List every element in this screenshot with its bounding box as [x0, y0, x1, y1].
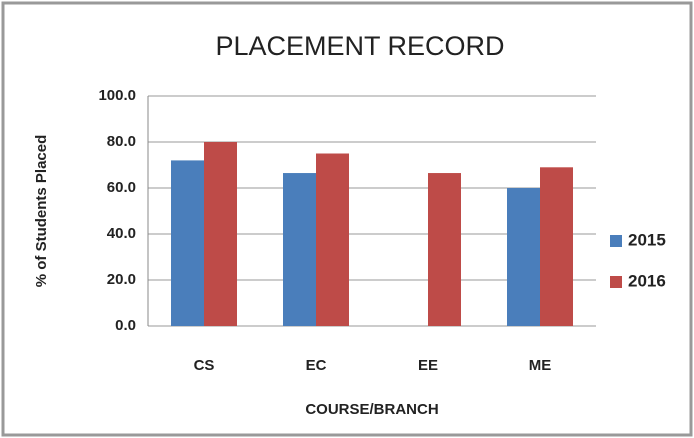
bar	[171, 160, 204, 326]
x-axis-label: COURSE/BRANCH	[305, 401, 438, 418]
chart-title: PLACEMENT RECORD	[215, 31, 504, 61]
x-tick-label: EE	[418, 357, 438, 374]
bar	[316, 153, 349, 326]
bar	[507, 188, 540, 326]
legend-label: 2016	[628, 271, 666, 290]
y-tick-label: 40.0	[107, 225, 136, 242]
x-tick-label: CS	[194, 357, 215, 374]
bar	[204, 142, 237, 326]
legend-swatch	[610, 235, 622, 247]
y-axis-label: % of Students Placed	[33, 135, 50, 288]
y-tick-label: 20.0	[107, 271, 136, 288]
bar	[428, 173, 461, 326]
x-tick-label: ME	[529, 357, 552, 374]
legend-label: 2015	[628, 230, 666, 249]
y-tick-label: 100.0	[98, 87, 136, 104]
x-tick-label: EC	[306, 357, 327, 374]
y-tick-label: 60.0	[107, 179, 136, 196]
bar	[283, 173, 316, 326]
bar	[540, 167, 573, 326]
y-tick-label: 80.0	[107, 133, 136, 150]
y-tick-label: 0.0	[115, 317, 136, 334]
legend-swatch	[610, 276, 622, 288]
